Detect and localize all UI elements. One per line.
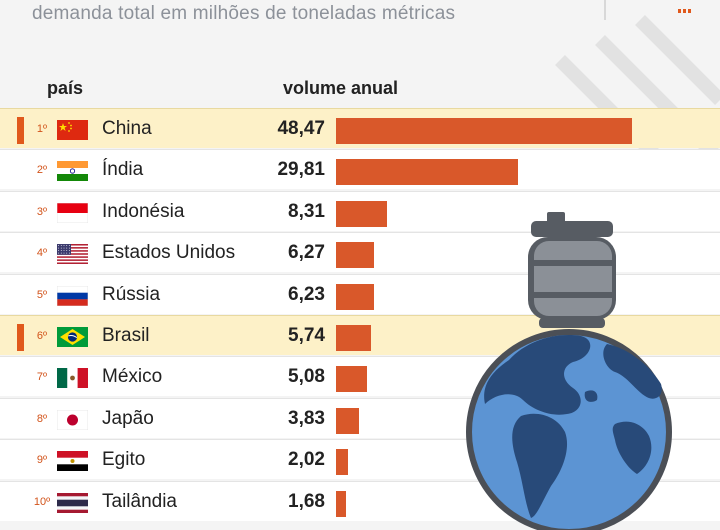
rank-label: 1º: [36, 123, 48, 135]
country-name: Tailândia: [102, 490, 177, 512]
rank-label: 9º: [36, 454, 48, 467]
bar: [336, 490, 347, 517]
country-name: México: [102, 366, 163, 388]
country-name: Indonésia: [102, 200, 185, 222]
earth-globe-icon: [466, 329, 672, 530]
rank-label: 10º: [33, 495, 51, 508]
bar: [336, 118, 632, 144]
value-label: 6,23: [288, 283, 325, 305]
country-name: Egito: [102, 449, 146, 471]
value-label: 6,27: [288, 242, 325, 264]
column-header-volume: volume anual: [283, 78, 399, 98]
country-name: Índia: [102, 159, 144, 181]
bar: [336, 242, 375, 269]
bar: [336, 449, 349, 476]
rank-label: 6º: [36, 330, 48, 342]
value-label: 5,74: [288, 325, 325, 346]
table-row: 2º Índia 29,81: [0, 149, 720, 190]
country-name: China: [102, 118, 152, 139]
value-label: 1,68: [288, 490, 325, 512]
country-name: Brasil: [102, 325, 150, 346]
brand-mark: [676, 0, 692, 13]
flag-india-icon: [57, 161, 88, 182]
bar: [336, 159, 518, 186]
country-name: Japão: [102, 407, 154, 429]
country-name: Estados Unidos: [102, 242, 236, 264]
value-label: 48,47: [277, 118, 325, 139]
flag-brazil-icon: [57, 327, 88, 347]
value-label: 5,08: [288, 366, 325, 388]
flag-usa-icon: [57, 244, 88, 265]
value-label: 2,02: [288, 449, 325, 471]
rank-label: 8º: [36, 412, 48, 425]
table-row: 1º China 48,47: [0, 108, 720, 148]
flag-mexico-icon: [57, 368, 88, 389]
value-label: 3,83: [288, 407, 325, 429]
flag-indonesia-icon: [57, 202, 88, 223]
globe-gas-canister-illustration: [466, 212, 672, 530]
rank-label: 3º: [36, 205, 48, 218]
highlight-marker: [17, 117, 24, 144]
value-label: 29,81: [277, 159, 325, 181]
bar: [336, 407, 360, 434]
rank-label: 4º: [36, 247, 48, 260]
bar: [336, 366, 367, 393]
country-name: Rússia: [102, 283, 161, 305]
flag-russia-icon: [57, 285, 88, 306]
bar: [336, 283, 374, 310]
chart-subtitle: demanda total em milhões de toneladas mé…: [32, 3, 456, 24]
flag-china-icon: [57, 120, 88, 140]
bar: [336, 325, 371, 351]
bar: [336, 200, 387, 227]
rank-label: 7º: [36, 371, 48, 384]
rank-label: 2º: [36, 164, 48, 177]
column-header-country: país: [47, 78, 84, 98]
rank-label: 5º: [36, 288, 48, 301]
flag-japan-icon: [57, 409, 88, 430]
flag-thailand-icon: [57, 492, 88, 513]
gas-canister-icon: [528, 212, 616, 328]
value-label: 8,31: [288, 200, 325, 222]
flag-egypt-icon: [57, 451, 88, 472]
highlight-marker: [17, 324, 24, 351]
